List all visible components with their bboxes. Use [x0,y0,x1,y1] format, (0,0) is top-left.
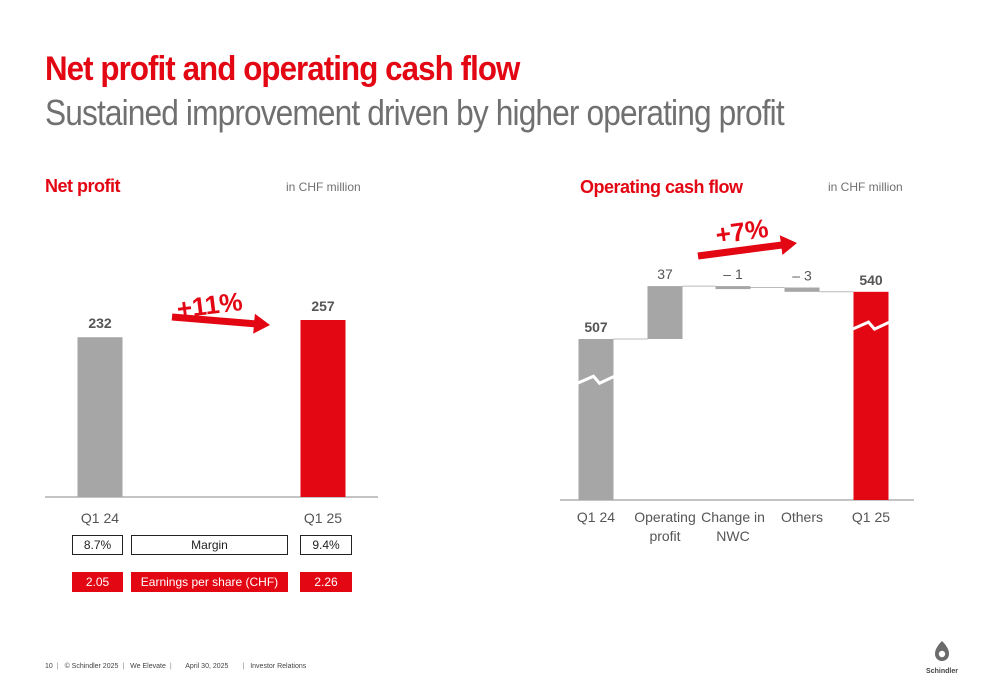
np-value-label-q1-24: 232 [88,315,112,331]
margin-q1-25: 9.4% [300,535,352,555]
cf-growth-arrow [697,235,797,260]
cf-value-label-operating-profit: 37 [657,266,673,282]
margin-q1-24: 8.7% [72,535,123,555]
net-profit-unit: in CHF million [286,180,361,194]
cf-category-label-operating-profit: Operating profit [634,509,695,544]
np-growth-arrow [171,313,270,334]
cf-value-label-others: – 3 [792,268,812,284]
schindler-logo-icon [935,641,949,661]
cf-bar-operating-profit [647,286,683,339]
cf-value-label-q1-24: 507 [584,319,608,335]
cf-axis-break-q1-24 [576,374,616,386]
cf-bar-q1-24 [578,339,614,500]
footer-date: April 30, 2025 [185,663,229,670]
np-bar-q1-25 [300,320,346,497]
cf-category-label-q1-24: Q1 24 [577,509,615,525]
cf-category-label-others: Others [781,509,823,525]
cf-category-label-change-in-nwc: Change in NWC [701,509,765,544]
np-bar-q1-24 [77,337,123,497]
eps-q1-24: 2.05 [72,572,123,592]
footer-copyright: © Schindler 2025 [64,663,119,670]
cf-value-label-change-in-nwc: – 1 [723,266,743,282]
np-value-label-q1-25: 257 [311,298,335,314]
eps-q1-25: 2.26 [300,572,352,592]
footer-tagline: We Elevate [130,663,166,670]
cash-flow-title: Operating cash flow [580,177,743,197]
np-growth-label: +11% [175,286,244,324]
np-category-label-q1-25: Q1 25 [304,510,342,526]
schindler-logo: Schindler [920,640,964,675]
cf-category-label-q1-25: Q1 25 [852,509,890,525]
page-subtitle: Sustained improvement driven by higher o… [45,92,785,133]
footer-department: Investor Relations [250,663,307,670]
footer: 10 | © Schindler 2025 | We Elevate | April … [45,663,307,670]
cf-growth-label: +7% [714,213,770,250]
page-title: Net profit and operating cash flow [45,50,520,88]
cash-flow-unit: in CHF million [828,180,903,194]
cf-bar-others [784,287,820,292]
np-category-label-q1-24: Q1 24 [81,510,119,526]
margin-label: Margin [131,535,288,555]
schindler-logo-text: Schindler [926,668,958,675]
footer-page-number: 10 [45,663,53,670]
cf-bar-change-in-nwc [715,286,751,290]
net-profit-title: Net profit [45,176,121,196]
cf-axis-break-q1-25 [851,320,891,331]
cf-value-label-q1-25: 540 [859,272,883,288]
eps-label: Earnings per share (CHF) [131,572,288,592]
